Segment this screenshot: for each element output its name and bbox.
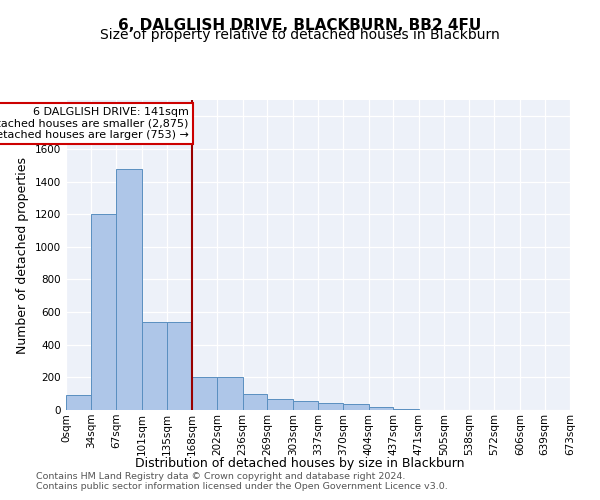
Bar <box>142 322 167 410</box>
Text: Size of property relative to detached houses in Blackburn: Size of property relative to detached ho… <box>100 28 500 42</box>
Bar <box>91 214 116 410</box>
Bar <box>217 378 243 410</box>
Text: 6, DALGLISH DRIVE, BLACKBURN, BB2 4FU: 6, DALGLISH DRIVE, BLACKBURN, BB2 4FU <box>118 18 482 32</box>
Bar <box>66 396 91 410</box>
Text: 6 DALGLISH DRIVE: 141sqm
← 78% of detached houses are smaller (2,875)
21% of sem: 6 DALGLISH DRIVE: 141sqm ← 78% of detach… <box>0 106 189 140</box>
Bar <box>268 398 293 410</box>
Bar <box>192 378 217 410</box>
Y-axis label: Number of detached properties: Number of detached properties <box>16 156 29 354</box>
Text: Distribution of detached houses by size in Blackburn: Distribution of detached houses by size … <box>135 458 465 470</box>
Bar <box>293 401 319 410</box>
Bar <box>368 407 393 410</box>
Bar <box>393 409 419 410</box>
Bar <box>319 404 343 410</box>
Bar <box>116 168 142 410</box>
Bar <box>243 394 268 410</box>
Bar <box>167 322 192 410</box>
Bar <box>343 404 368 410</box>
Text: Contains public sector information licensed under the Open Government Licence v3: Contains public sector information licen… <box>36 482 448 491</box>
Text: Contains HM Land Registry data © Crown copyright and database right 2024.: Contains HM Land Registry data © Crown c… <box>36 472 406 481</box>
